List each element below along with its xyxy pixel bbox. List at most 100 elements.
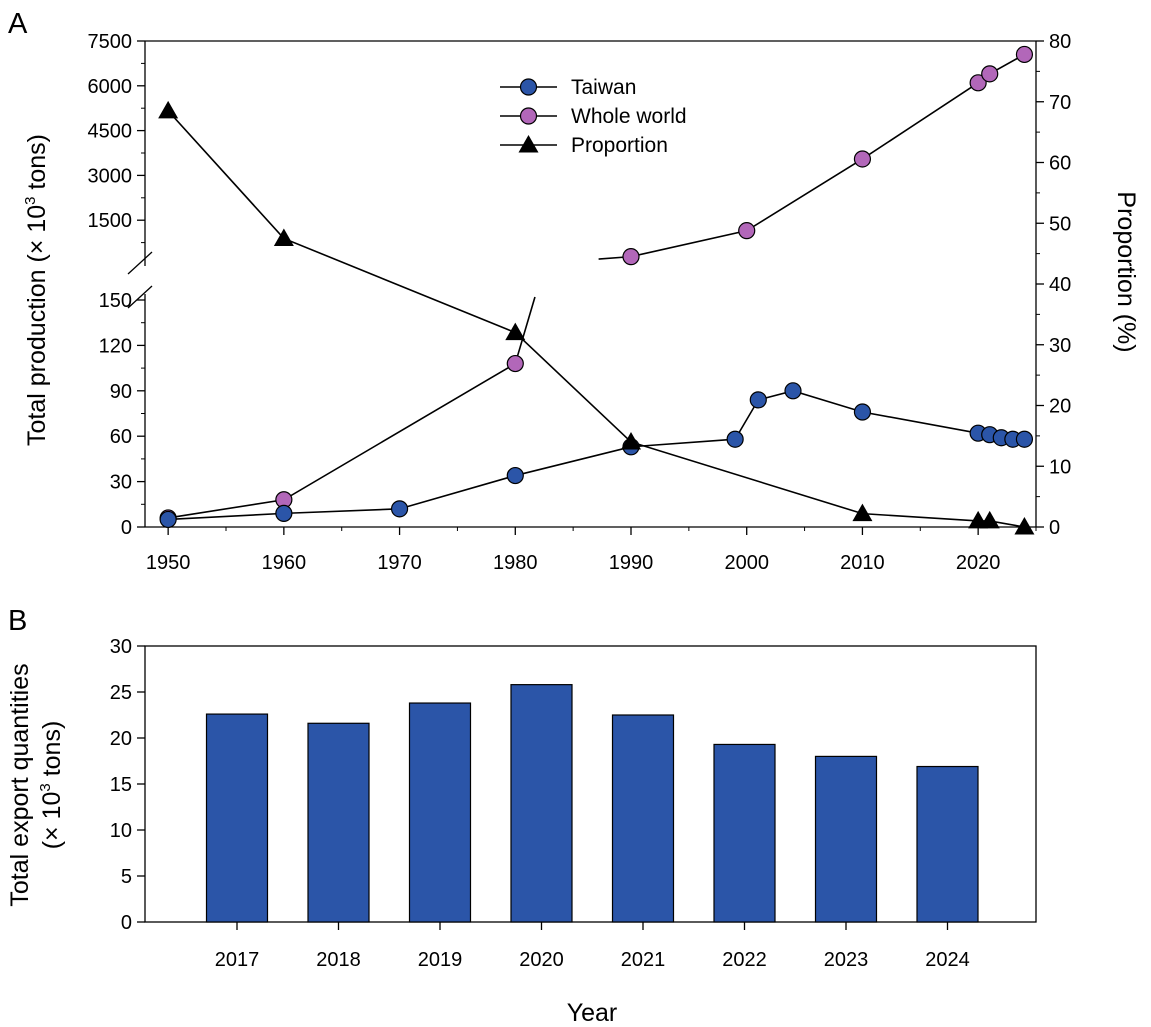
chart-a-series [158, 45, 1035, 535]
chart-a-left-axis-label: Total production (× 103 tons) [22, 134, 51, 446]
chart-b-frame [144, 645, 1037, 923]
taiwan-marker [390, 500, 409, 518]
chart-a-right-tick-label: 70 [1049, 92, 1071, 114]
chart-a-axes: 0 30 60 90 120 150 1500 3000 4500 6000 7500 0 10 20 30… [88, 31, 1072, 574]
chart-a-right-tick-label: 0 [1049, 517, 1060, 539]
chart-a-right-axis-label: Proportion (%) [1112, 191, 1140, 352]
taiwan-marker [726, 430, 744, 448]
bar [307, 722, 370, 923]
chart-b-y-axis-label-line2: (× 103 tons) [37, 721, 66, 850]
chart-b-x-tick-label: 2019 [418, 949, 463, 971]
chart-b-x-tick-label: 2021 [621, 949, 666, 971]
chart-a-x-tick-label: 1960 [262, 552, 307, 574]
proportion-line [167, 110, 1025, 528]
chart-b-y-tick-label: 20 [110, 728, 132, 750]
chart-b-y-tick-label: 10 [110, 820, 132, 842]
chart-b-bars [205, 684, 979, 923]
proportion-marker [273, 228, 294, 246]
chart-a-right-tick-label: 30 [1049, 335, 1071, 357]
legend-label: Whole world [571, 105, 687, 128]
bar [611, 714, 675, 923]
taiwan-marker [1015, 430, 1034, 448]
legend-marker [518, 135, 539, 153]
proportion-marker [979, 510, 1000, 529]
chart-b-y-axis-label-line1: Total export quantities [6, 663, 34, 906]
chart-b-x-tick-label: 2023 [824, 949, 869, 971]
chart-a-x-tick-label: 2000 [724, 552, 769, 574]
taiwan-marker [784, 382, 802, 400]
chart-a-right-tick-label: 50 [1049, 213, 1071, 235]
chart-a-right-tick-label: 40 [1049, 274, 1071, 296]
chart-a-x-tick-label: 1980 [493, 552, 538, 574]
chart-a-left-tick-label: 6000 [88, 76, 133, 98]
chart-b-y-tick-label: 15 [110, 774, 132, 796]
panel-b-label: B [8, 605, 27, 637]
chart-b-x-axis-label: Year [567, 999, 618, 1027]
chart-a-right-tick-label: 10 [1049, 456, 1071, 478]
legend-label: Proportion [571, 134, 668, 157]
taiwan-marker [506, 466, 524, 485]
chart-a-right-tick-label: 80 [1049, 31, 1071, 53]
proportion-marker [158, 100, 179, 119]
chart-a-left-tick-label: 60 [110, 426, 132, 448]
chart-a-x-tick-label: 1970 [377, 552, 422, 574]
chart-a: 0 30 60 90 120 150 1500 3000 4500 6000 7500 0 10 20 30… [22, 31, 1140, 574]
chart-b-y-tick-label: 5 [121, 866, 132, 888]
chart-b-x-tick-label: 2018 [316, 949, 361, 971]
chart-a-left-tick-label: 4500 [88, 121, 133, 143]
proportion-marker [505, 322, 526, 341]
proportion-marker [1014, 517, 1035, 535]
proportion-marker [852, 503, 873, 522]
chart-b-y-tick-label: 30 [110, 636, 132, 658]
legend-label: Taiwan [571, 76, 636, 99]
taiwan-marker [749, 391, 767, 409]
bar [205, 713, 269, 923]
chart-a-left-tick-label: 150 [99, 290, 132, 312]
whole-world-marker [853, 150, 872, 168]
chart-a-left-tick-label: 90 [110, 381, 132, 403]
chart-a-right-tick-label: 60 [1049, 153, 1071, 175]
bar [713, 743, 776, 923]
chart-a-left-tick-label: 7500 [88, 31, 133, 53]
chart-a-axis-break-mark [127, 251, 153, 275]
whole-world-marker [981, 65, 999, 83]
chart-a-left-tick-label: 0 [121, 517, 132, 539]
chart-b-y-tick-label: 25 [110, 682, 132, 704]
chart-a-x-tick-label: 1990 [609, 552, 654, 574]
taiwan-marker [159, 510, 177, 529]
chart-b-x-tick-label: 2017 [215, 949, 260, 971]
legend-marker [519, 78, 538, 96]
chart-b-x-tick-label: 2024 [925, 949, 970, 971]
chart-b-y-tick-label: 0 [121, 912, 132, 934]
whole-world-marker [969, 74, 987, 92]
chart-a-right-tick-label: 20 [1049, 396, 1071, 418]
chart-a-x-tick-label: 2020 [956, 552, 1001, 574]
whole-world-marker [622, 248, 640, 266]
taiwan-marker [853, 403, 872, 421]
chart-a-axis-break-mark [127, 285, 153, 309]
chart-b-axes: 0 5 10 15 20 25 30 2017 2018 2019 2020 2021 2022 2023… [110, 636, 1037, 971]
chart-a-x-tick-label: 2010 [840, 552, 885, 574]
chart-b-x-tick-label: 2020 [519, 949, 564, 971]
bar [916, 765, 979, 923]
whole-world-marker [738, 222, 756, 240]
chart-a-left-tick-label: 1500 [88, 210, 133, 232]
bar [814, 755, 878, 923]
chart-b-x-tick-label: 2022 [722, 949, 767, 971]
whole-world-line-break [514, 296, 536, 364]
chart-b: 0 5 10 15 20 25 30 2017 2018 2019 2020 2021 2022 2023… [6, 636, 1037, 1027]
bar [408, 702, 472, 923]
chart-a-left-tick-label: 120 [99, 335, 132, 357]
chart-a-legend: Taiwan Whole world Proportion [500, 76, 687, 157]
legend-marker [519, 107, 538, 125]
whole-world-marker [1015, 45, 1034, 64]
whole-world-marker [506, 354, 524, 373]
proportion-marker [621, 431, 641, 450]
bar [510, 684, 573, 923]
chart-a-left-tick-label: 3000 [88, 165, 133, 187]
panel-a-label: A [8, 8, 28, 40]
taiwan-marker [275, 504, 293, 522]
chart-a-left-tick-label: 30 [110, 472, 132, 494]
chart-a-x-tick-label: 1950 [146, 552, 191, 574]
